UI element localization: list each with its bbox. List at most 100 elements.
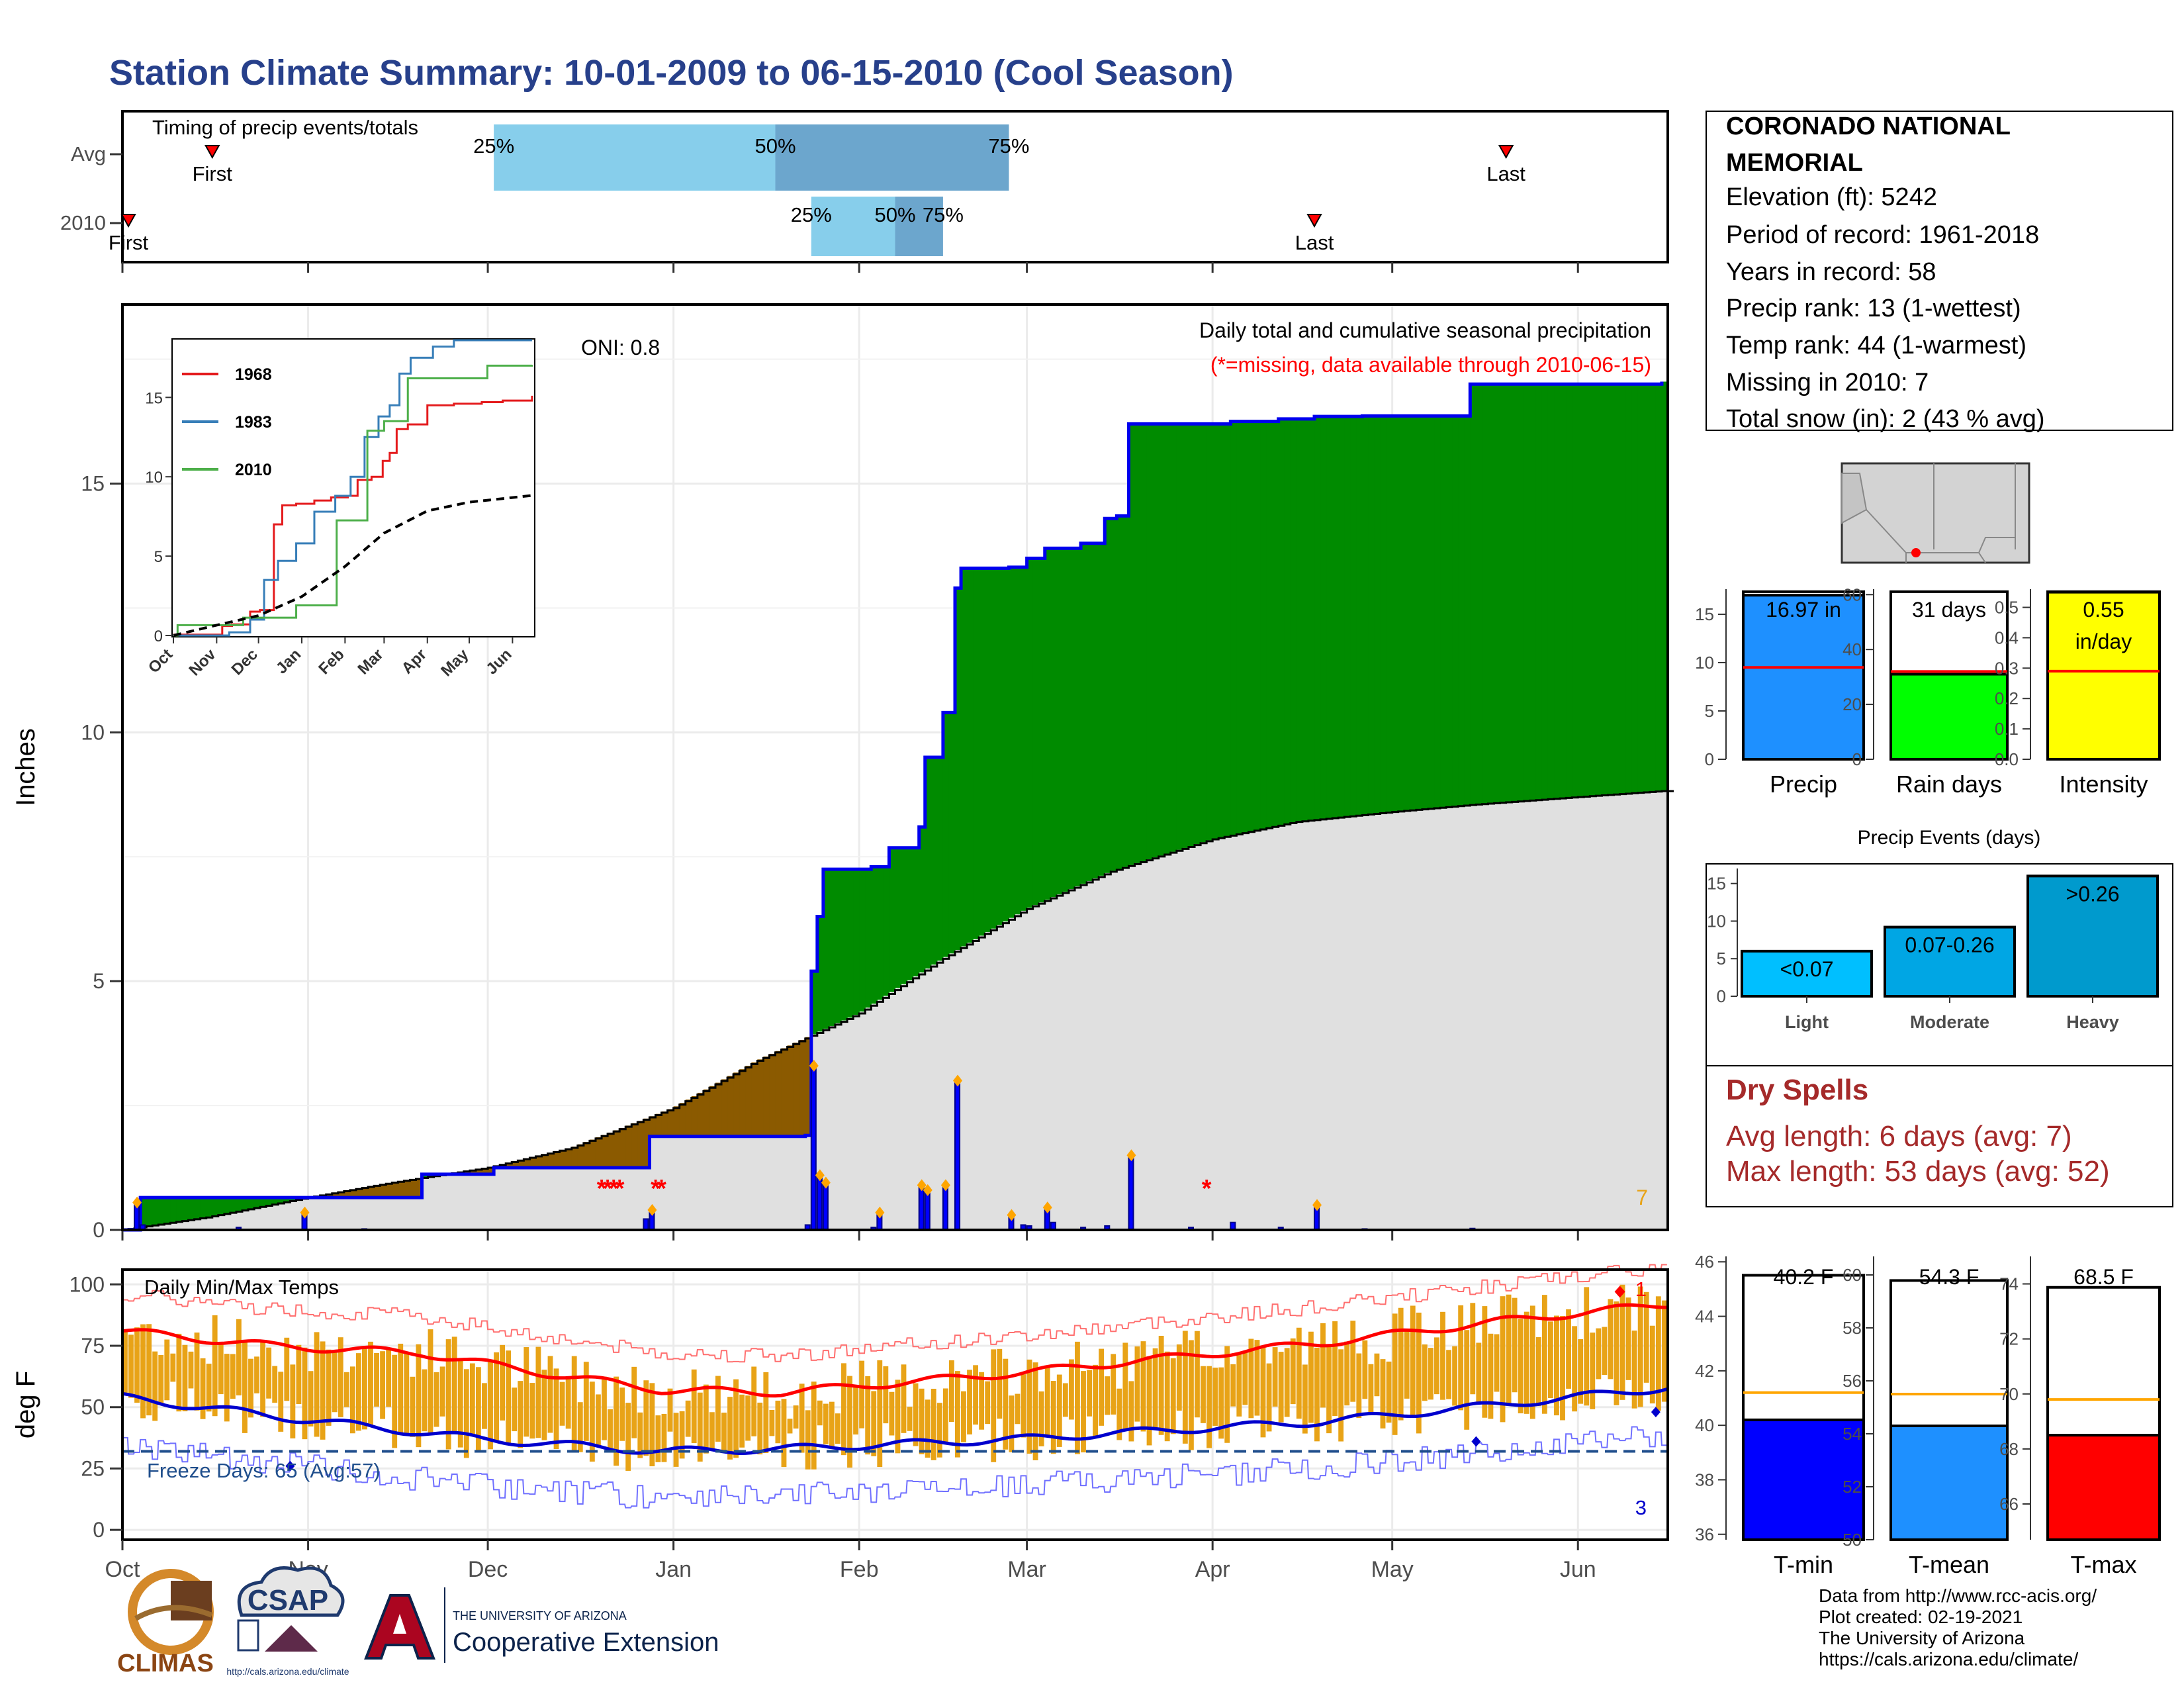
temp-daily-bar <box>308 1371 314 1427</box>
station-missing: Missing in 2010: 7 <box>1726 369 1929 397</box>
record-high-marker <box>1614 1286 1625 1298</box>
temp-daily-bar <box>1308 1331 1314 1423</box>
temp-daily-bar <box>895 1380 901 1454</box>
precip-heavy-marker <box>1042 1201 1052 1214</box>
precip-surplus-area <box>1062 548 1069 892</box>
summary-ytick: 5 <box>1705 701 1714 721</box>
temp-daily-bar <box>338 1337 343 1417</box>
footer-line2: Plot created: 02-19-2021 <box>1819 1607 2023 1627</box>
temp-daily-bar <box>1631 1331 1637 1409</box>
precip-surplus-area <box>1320 416 1327 820</box>
temp-daily-bar <box>673 1413 679 1467</box>
temp-daily-bar <box>1182 1331 1188 1444</box>
precip-surplus-area <box>871 867 878 1004</box>
summary-ytick: 0.4 <box>1995 628 2019 647</box>
precip-surplus-area <box>997 568 1004 925</box>
precip-daily-bar <box>954 1080 961 1231</box>
precip-surplus-area <box>1374 416 1381 814</box>
precip-surplus-area <box>1452 416 1459 807</box>
precip-surplus-area <box>236 1197 243 1211</box>
temp-daily-bar <box>506 1350 512 1445</box>
precip-deficit-area <box>386 1183 392 1198</box>
temp-daily-bar <box>140 1324 146 1419</box>
precip-surplus-area <box>1625 384 1633 794</box>
precip-deficit-area <box>469 1170 477 1174</box>
temp-daily-bar <box>1152 1348 1158 1430</box>
oni-annotation: ONI: 0.8 <box>581 336 660 359</box>
precip-surplus-area <box>260 1197 267 1207</box>
precip-surplus-area <box>200 1197 207 1218</box>
temp-daily-bar <box>709 1412 715 1451</box>
precip-deficit-area <box>410 1179 417 1198</box>
precip-surplus-area <box>1038 558 1046 903</box>
summary-ytick: 50 <box>1843 1530 1862 1550</box>
precip-surplus-area <box>1602 384 1609 796</box>
precip-surplus-area <box>895 847 902 988</box>
precip-surplus-area <box>823 869 830 1029</box>
temp-daily-bar <box>182 1344 188 1412</box>
dry-spells-box: Dry Spells Avg length: 6 days (avg: 7) M… <box>1706 1065 2173 1207</box>
temp-daily-bar <box>565 1379 571 1429</box>
precip-deficit-area <box>685 1100 692 1137</box>
precip-surplus-area <box>1212 424 1219 839</box>
temp-daily-bar <box>721 1412 727 1452</box>
precip-surplus-area <box>1248 421 1255 831</box>
precip-heavy-marker <box>815 1169 825 1182</box>
precip-deficit-area <box>416 1178 423 1198</box>
timing-title: Timing of precip events/totals <box>152 116 418 139</box>
precip-surplus-area <box>1338 416 1345 818</box>
precip-surplus-area <box>955 588 962 950</box>
temp-daily-bar <box>907 1407 913 1431</box>
precip-deficit-area <box>769 1053 776 1137</box>
precip-surplus-area <box>1326 416 1333 819</box>
temp-daily-bar <box>1637 1286 1643 1407</box>
month-xtick: Mar <box>1007 1557 1046 1582</box>
missing-day-marker: * <box>609 1175 619 1203</box>
precip-deficit-area <box>565 1149 572 1168</box>
temp-daily-bar <box>595 1394 601 1446</box>
precip-surplus-area <box>1584 384 1590 797</box>
timing-label-first: First <box>193 162 233 185</box>
precip-daily-bar <box>918 1184 925 1231</box>
summary-ytick: 74 <box>1999 1274 2019 1294</box>
summary-ytick: 56 <box>1843 1371 1862 1391</box>
temp-daily-bar <box>1314 1347 1320 1442</box>
temp-daily-bar <box>715 1376 721 1442</box>
precip-surplus-area <box>1093 543 1099 878</box>
footer-line4: https://cals.arizona.edu/climate/ <box>1819 1649 2078 1669</box>
temp-daily-bar <box>1619 1284 1625 1400</box>
temp-daily-bar <box>463 1369 469 1458</box>
precip-daily-bar <box>822 1182 829 1231</box>
precip-surplus-area <box>979 568 985 936</box>
temp-daily-bar <box>200 1358 206 1419</box>
temp-daily-bar <box>1488 1333 1494 1419</box>
precip-surplus-area <box>1021 567 1028 911</box>
precip-surplus-area <box>1356 416 1363 816</box>
precip-deficit-area <box>625 1125 632 1168</box>
events-bar-label: 0.07-0.26 <box>1905 933 1994 957</box>
temp-daily-bar <box>608 1409 613 1448</box>
precip-surplus-area <box>188 1197 195 1220</box>
station-location-dot <box>1911 548 1921 557</box>
station-name-line2: MEMORIAL <box>1726 149 1863 177</box>
temp-daily-bar <box>841 1363 846 1456</box>
csap-logo: CSAP http://cals.arizona.edu/climate <box>226 1566 349 1677</box>
precip-deficit-area <box>757 1059 764 1137</box>
precip-surplus-area <box>811 971 818 1035</box>
temp-daily-bar <box>727 1397 733 1460</box>
ua-logo-big-text: Cooperative Extension <box>453 1628 719 1657</box>
temp-daily-bar <box>164 1339 170 1401</box>
precip-surplus-area <box>948 712 956 954</box>
precip-surplus-area <box>1398 416 1405 812</box>
precip-surplus-area <box>1105 518 1111 873</box>
timing-marker-last <box>1498 145 1514 160</box>
temp-daily-bar <box>1242 1352 1248 1405</box>
station-precip-rank: Precip rank: 13 (1-wettest) <box>1726 295 2021 322</box>
temp-daily-bar <box>535 1346 541 1438</box>
record-high-line <box>122 1264 1667 1363</box>
precip-surplus-area <box>1206 424 1213 841</box>
precip-surplus-area <box>865 869 872 1008</box>
summary-panel-precip: 0 5 10 15 16.97 in Precip <box>1695 589 1865 798</box>
temp-daily-bar <box>1392 1313 1398 1435</box>
precip-deficit-area <box>661 1111 668 1137</box>
